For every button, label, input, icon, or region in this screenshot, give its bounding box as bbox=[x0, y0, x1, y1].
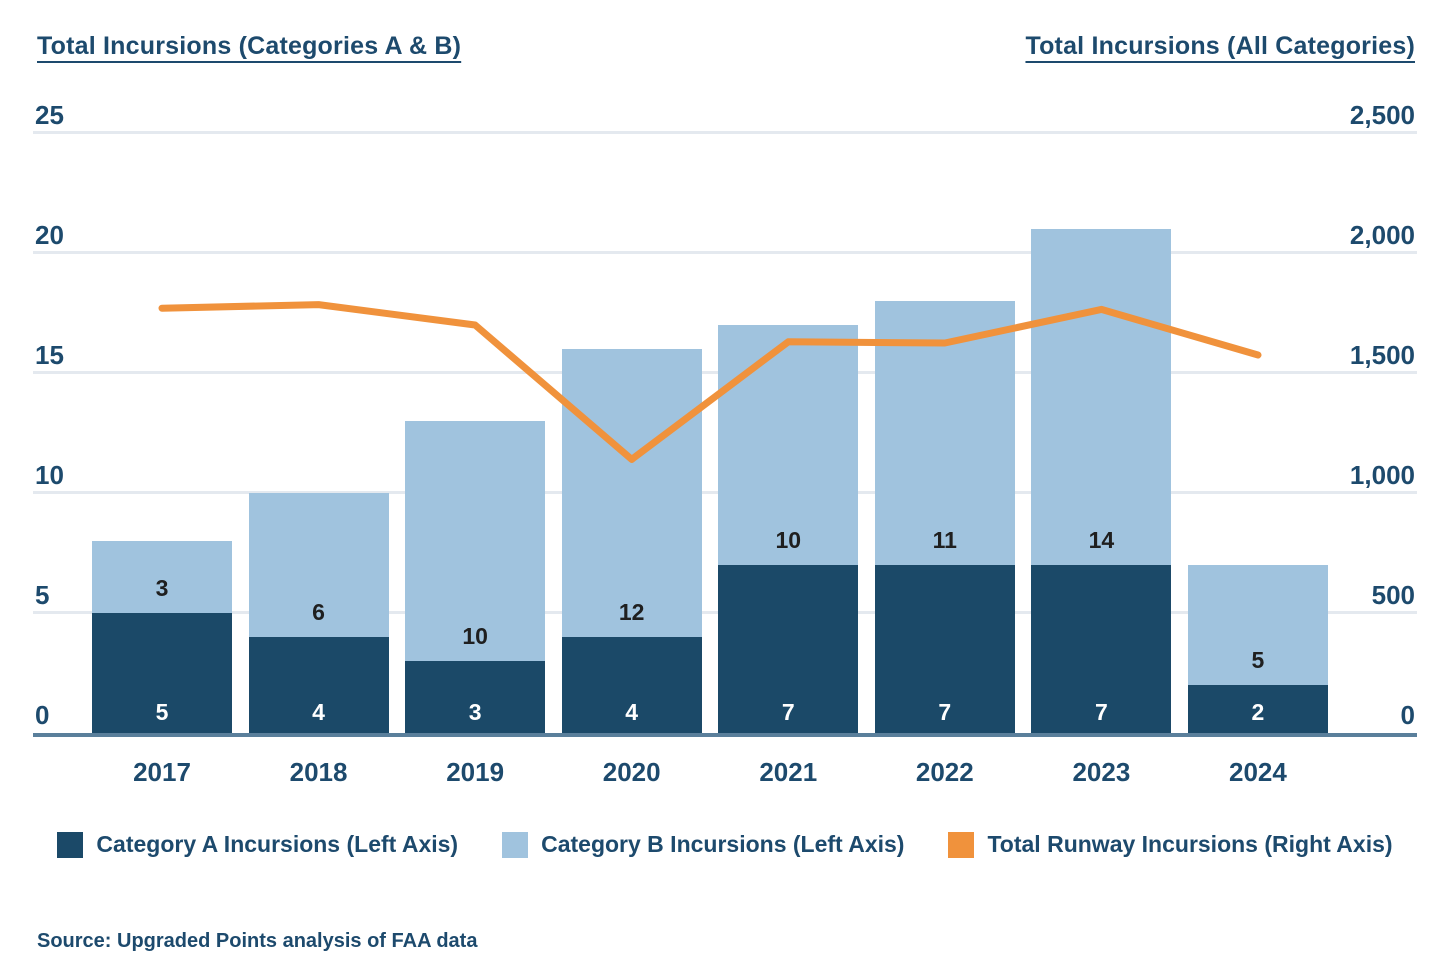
bar-segment-category-a-2022 bbox=[874, 565, 1015, 733]
bar-value-category-b-2022: 11 bbox=[932, 526, 957, 553]
legend-swatch-category-b bbox=[502, 831, 529, 858]
bar-segment-category-b-2021 bbox=[718, 325, 859, 565]
x-axis-label-2020: 2020 bbox=[602, 757, 661, 787]
bar-value-category-a-2024: 2 bbox=[1251, 698, 1265, 725]
x-axis-baseline bbox=[33, 733, 1417, 737]
bar-2023: 14 7 bbox=[1031, 229, 1172, 733]
bar-value-category-b-2024: 5 bbox=[1251, 646, 1265, 673]
bar-value-category-a-2019: 3 bbox=[468, 698, 482, 725]
right-axis-title: Total Incursions (All Categories) bbox=[1025, 32, 1415, 60]
x-axis-labels: 2017 2018 2019 2020 2021 2022 2023 2024 bbox=[92, 757, 1328, 788]
bar-2021: 10 7 bbox=[718, 325, 859, 733]
right-axis-tick-1500: 1,500 bbox=[1349, 340, 1415, 370]
bar-segment-category-b-2017 bbox=[92, 541, 232, 613]
legend-swatch-category-a bbox=[57, 831, 84, 858]
legend-label-total-line: Total Runway Incursions (Right Axis) bbox=[987, 831, 1393, 857]
bar-segment-category-b-2023 bbox=[1031, 229, 1172, 565]
x-axis-label-2019: 2019 bbox=[446, 757, 505, 787]
bar-value-category-b-2021: 10 bbox=[775, 526, 802, 553]
bar-value-category-a-2017: 5 bbox=[155, 698, 169, 725]
bar-value-category-b-2018: 6 bbox=[312, 598, 325, 625]
legend-item-total-line: Total Runway Incursions (Right Axis) bbox=[948, 831, 1393, 858]
x-axis-label-2017: 2017 bbox=[133, 757, 191, 787]
left-axis-tick-25: 25 bbox=[35, 100, 64, 130]
right-axis-tick-0: 0 bbox=[1400, 700, 1415, 730]
x-axis-label-2021: 2021 bbox=[759, 757, 818, 787]
bar-segment-category-b-2024 bbox=[1187, 565, 1328, 685]
right-axis-tick-2500: 2,500 bbox=[1349, 100, 1415, 130]
bars-group: 3 5 6 4 10 3 12 4 10 7 11 7 14 7 5 2 bbox=[92, 133, 1328, 733]
total-incursions-line bbox=[158, 301, 1262, 463]
gridline-20 bbox=[33, 251, 1417, 254]
right-axis-tick-500: 500 bbox=[1371, 580, 1415, 610]
bar-segment-category-a-2017 bbox=[92, 613, 232, 733]
x-axis-label-2018: 2018 bbox=[289, 757, 348, 787]
bar-value-category-b-2020: 12 bbox=[618, 598, 645, 625]
plot-area: 0 5 10 15 20 25 0 500 1,000 1,500 2,000 2,500 3 5 6 4 10… bbox=[33, 102, 1417, 737]
bar-value-category-b-2023: 14 bbox=[1088, 526, 1115, 553]
gridline-25 bbox=[33, 131, 1417, 134]
right-axis-tick-1000: 1,000 bbox=[1349, 460, 1415, 490]
x-axis-label-2024: 2024 bbox=[1229, 757, 1287, 787]
right-axis-tick-2000: 2,000 bbox=[1349, 220, 1415, 250]
bar-segment-category-a-2018 bbox=[248, 637, 389, 733]
legend-label-category-a: Category A Incursions (Left Axis) bbox=[96, 831, 459, 857]
legend-item-category-a: Category A Incursions (Left Axis) bbox=[57, 831, 458, 858]
left-axis-title: Total Incursions (Categories A & B) bbox=[37, 32, 462, 60]
bar-2020: 12 4 bbox=[561, 349, 702, 733]
bar-segment-category-a-2021 bbox=[718, 565, 859, 733]
bar-segment-category-b-2019 bbox=[405, 421, 546, 661]
bar-value-category-a-2020: 4 bbox=[625, 698, 639, 725]
bar-value-category-a-2023: 7 bbox=[1094, 698, 1108, 725]
left-axis-tick-15: 15 bbox=[35, 340, 64, 370]
left-axis-tick-0: 0 bbox=[35, 700, 50, 730]
bar-segment-category-a-2020 bbox=[561, 637, 702, 733]
legend-item-category-b: Category B Incursions (Left Axis) bbox=[502, 831, 904, 858]
bar-segment-category-a-2023 bbox=[1031, 565, 1172, 733]
left-axis-tick-5: 5 bbox=[35, 580, 50, 610]
bar-segment-category-a-2019 bbox=[405, 661, 546, 733]
left-axis-tick-20: 20 bbox=[35, 220, 64, 250]
bar-2019: 10 3 bbox=[405, 421, 546, 733]
total-incursions-polyline bbox=[158, 301, 1262, 463]
legend: Category A Incursions (Left Axis) Categor… bbox=[0, 831, 1450, 858]
bar-segment-category-b-2020 bbox=[561, 349, 702, 637]
bar-value-category-b-2019: 10 bbox=[462, 622, 488, 649]
x-axis-label-2022: 2022 bbox=[915, 757, 974, 787]
x-axis-label-2023: 2023 bbox=[1072, 757, 1131, 787]
bar-value-category-b-2017: 3 bbox=[155, 574, 169, 601]
left-axis-tick-10: 10 bbox=[35, 460, 64, 490]
bar-value-category-a-2021: 7 bbox=[781, 698, 795, 725]
bar-segment-category-b-2018 bbox=[248, 493, 389, 637]
bar-value-category-a-2022: 7 bbox=[938, 698, 952, 725]
bar-value-category-a-2018: 4 bbox=[312, 698, 325, 725]
legend-label-category-b: Category B Incursions (Left Axis) bbox=[541, 831, 905, 857]
source-note: Source: Upgraded Points analysis of FAA … bbox=[37, 930, 478, 952]
bar-2022: 11 7 bbox=[874, 301, 1015, 733]
legend-swatch-total-line bbox=[948, 831, 975, 858]
bar-segment-category-a-2024 bbox=[1187, 685, 1328, 733]
